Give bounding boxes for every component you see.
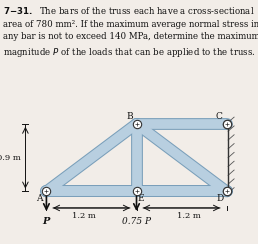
Text: 1.2 m: 1.2 m <box>177 213 201 221</box>
Text: $\mathbf{7\!-\!31.}$  The bars of the truss each have a cross-sectional
area of : $\mathbf{7\!-\!31.}$ The bars of the tru… <box>3 5 258 59</box>
Text: C: C <box>216 112 223 121</box>
Text: 0.9 m: 0.9 m <box>0 154 21 162</box>
Text: E: E <box>137 194 144 203</box>
Text: B: B <box>126 112 133 121</box>
Text: 1.2 m: 1.2 m <box>72 213 96 221</box>
Text: A: A <box>36 194 43 203</box>
Text: P: P <box>43 217 50 226</box>
Text: 0.75 P: 0.75 P <box>122 217 151 226</box>
Text: D: D <box>216 194 224 203</box>
